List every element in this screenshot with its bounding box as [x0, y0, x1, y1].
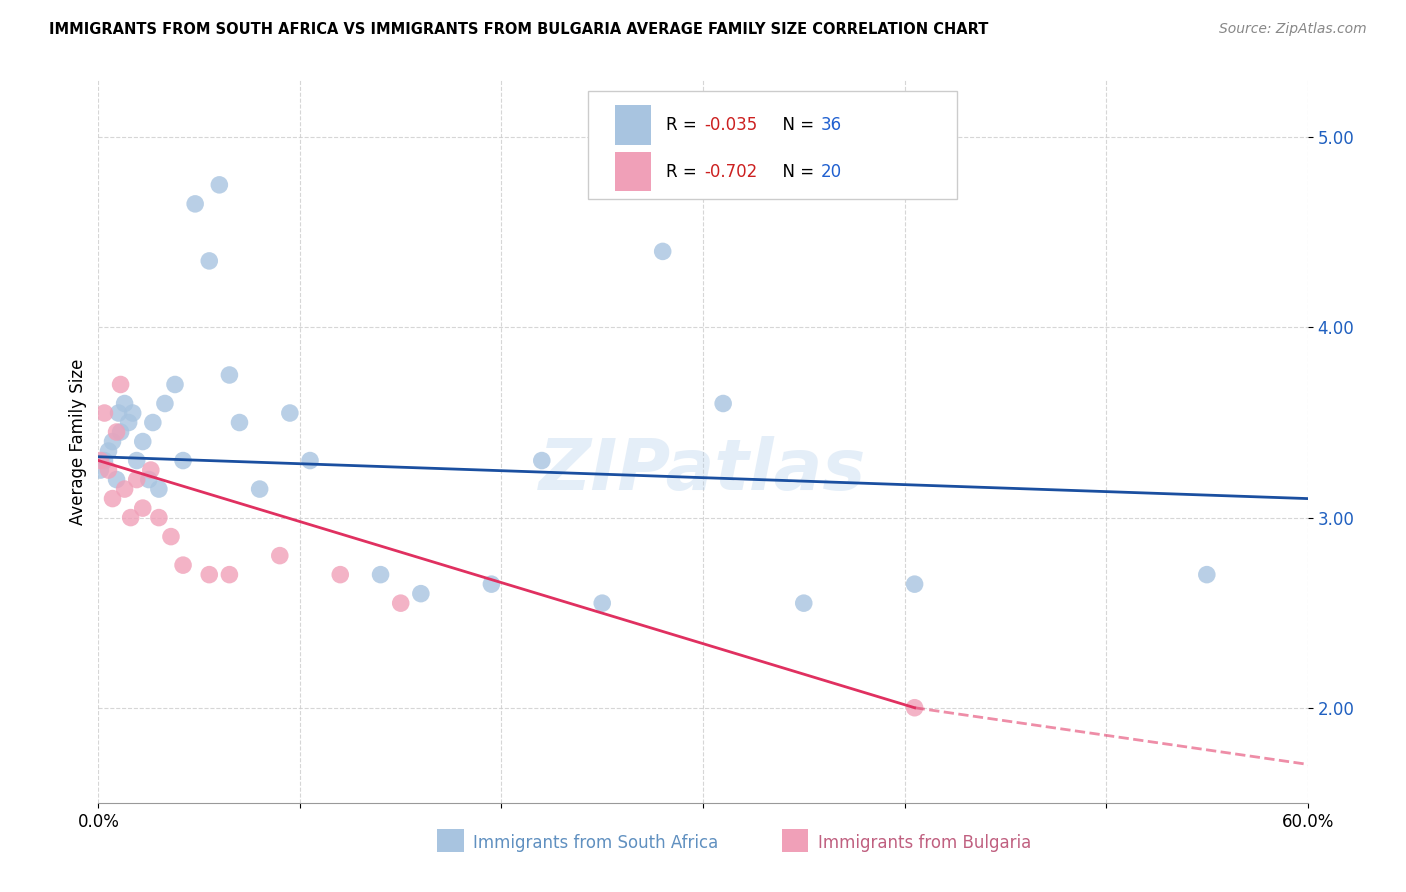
Point: [1195, 567, 1218, 582]
Point: [172, 453, 194, 467]
Text: R =: R =: [665, 116, 702, 134]
Text: N =: N =: [772, 116, 820, 134]
Point: [89, 453, 111, 467]
Point: [114, 396, 136, 410]
Point: [114, 482, 136, 496]
Point: [97, 444, 120, 458]
Point: [793, 596, 815, 610]
Point: [651, 244, 673, 259]
Point: [105, 473, 128, 487]
Point: [389, 596, 412, 610]
Point: [530, 453, 553, 467]
Point: [299, 453, 322, 467]
Point: [125, 473, 148, 487]
Point: [148, 482, 170, 496]
Point: [132, 434, 155, 449]
Text: ZIPatlas: ZIPatlas: [540, 436, 866, 505]
Point: [101, 434, 124, 449]
Text: N =: N =: [772, 162, 820, 180]
Point: [118, 416, 141, 430]
Y-axis label: Average Family Size: Average Family Size: [69, 359, 87, 524]
Point: [172, 558, 194, 573]
Point: [218, 368, 240, 382]
Point: [89, 463, 111, 477]
Point: [904, 577, 927, 591]
Point: [107, 406, 129, 420]
Point: [198, 253, 221, 268]
Point: [132, 501, 155, 516]
FancyBboxPatch shape: [437, 829, 464, 852]
Point: [184, 197, 207, 211]
Point: [711, 396, 734, 410]
Text: R =: R =: [665, 162, 702, 180]
Point: [228, 416, 250, 430]
Point: [904, 700, 927, 714]
Text: 20: 20: [820, 162, 841, 180]
Point: [591, 596, 613, 610]
Point: [278, 406, 301, 420]
Text: -0.035: -0.035: [704, 116, 758, 134]
Point: [163, 377, 186, 392]
Point: [97, 463, 120, 477]
Point: [105, 425, 128, 439]
Point: [269, 549, 291, 563]
FancyBboxPatch shape: [614, 104, 651, 145]
Point: [139, 463, 162, 477]
Text: Source: ZipAtlas.com: Source: ZipAtlas.com: [1219, 22, 1367, 37]
Point: [218, 567, 240, 582]
FancyBboxPatch shape: [614, 152, 651, 192]
Point: [138, 473, 160, 487]
Point: [110, 377, 132, 392]
FancyBboxPatch shape: [782, 829, 808, 852]
Point: [153, 396, 176, 410]
Point: [370, 567, 392, 582]
Point: [148, 510, 170, 524]
Text: IMMIGRANTS FROM SOUTH AFRICA VS IMMIGRANTS FROM BULGARIA AVERAGE FAMILY SIZE COR: IMMIGRANTS FROM SOUTH AFRICA VS IMMIGRAN…: [49, 22, 988, 37]
Point: [125, 453, 148, 467]
FancyBboxPatch shape: [588, 91, 957, 200]
Point: [329, 567, 352, 582]
Text: 36: 36: [820, 116, 841, 134]
Point: [160, 530, 183, 544]
Point: [481, 577, 503, 591]
Point: [93, 406, 115, 420]
Point: [249, 482, 271, 496]
Point: [198, 567, 221, 582]
Point: [208, 178, 231, 192]
Point: [101, 491, 124, 506]
Point: [142, 416, 165, 430]
Text: Immigrants from Bulgaria: Immigrants from Bulgaria: [818, 833, 1031, 852]
Point: [120, 510, 142, 524]
Point: [409, 587, 432, 601]
Point: [93, 453, 115, 467]
Point: [110, 425, 132, 439]
Text: Immigrants from South Africa: Immigrants from South Africa: [474, 833, 718, 852]
Point: [121, 406, 143, 420]
Text: -0.702: -0.702: [704, 162, 758, 180]
